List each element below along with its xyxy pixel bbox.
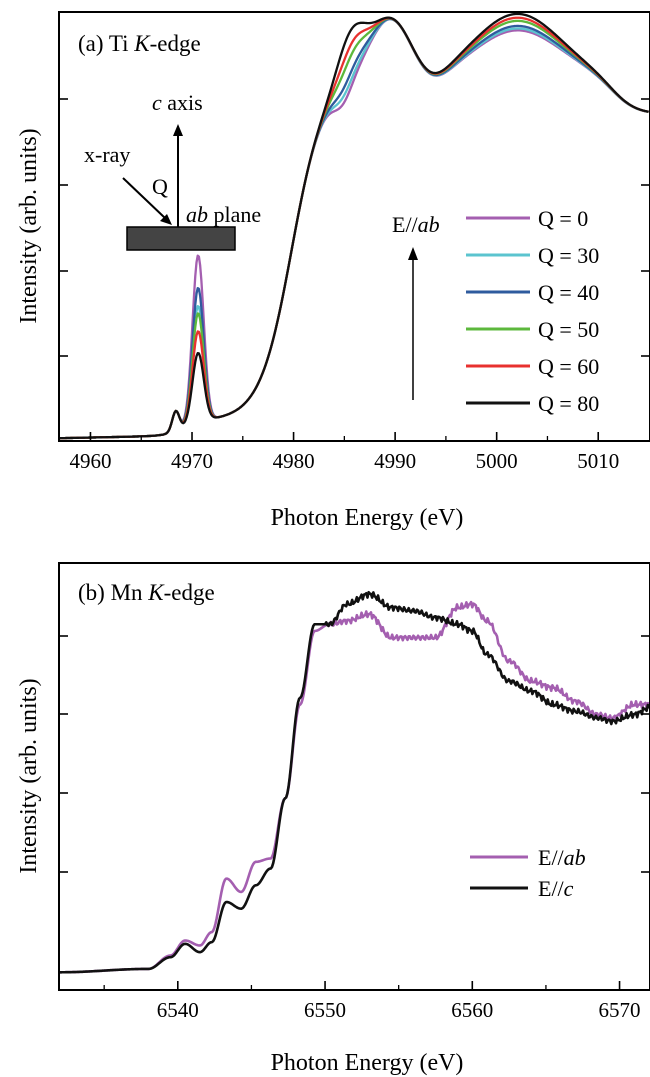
series-line-q5 xyxy=(59,12,649,440)
x-tick-label: 5010 xyxy=(577,449,619,473)
xray-arrowhead-icon xyxy=(160,214,172,225)
legend-label: Q = 40 xyxy=(538,280,599,305)
panel-a-legend: Q = 0 Q = 30 Q = 40 Q = 50 Q = 60 Q = 80 xyxy=(466,206,599,416)
panel-a: 4960 4970 4980 4990 5000 5010 (a) Ti K-edge c… xyxy=(16,11,650,531)
x-tick-label: 6560 xyxy=(451,998,493,1022)
panel-a-xlabel: Photon Energy (eV) xyxy=(271,505,464,531)
x-tick-label: 4990 xyxy=(374,449,416,473)
x-tick-label: 6540 xyxy=(157,998,199,1022)
legend-label: E//ab xyxy=(538,845,586,870)
legend-label: Q = 30 xyxy=(538,243,599,268)
panel-b: 6540 6550 6560 6570 (b) Mn K-edge E//ab E//c… xyxy=(16,562,650,1076)
x-tick-label: 4980 xyxy=(273,449,315,473)
panel-b-ylabel: Intensity (arb. units) xyxy=(16,678,42,873)
legend-label: E//c xyxy=(538,876,574,901)
panel-a-frame xyxy=(58,11,650,442)
panel-b-legend: E//ab E//c xyxy=(470,845,586,901)
c-axis-label: c axis xyxy=(152,90,203,115)
x-tick-label: 6550 xyxy=(304,998,346,1022)
panel-b-xlabel: Photon Energy (eV) xyxy=(271,1050,464,1076)
panel-b-title: (b) Mn K-edge xyxy=(78,580,215,605)
panel-b-ticks: 6540 6550 6560 6570 xyxy=(59,635,650,1022)
panel-a-title: (a) Ti K-edge xyxy=(78,31,201,56)
panel-a-series-group xyxy=(59,12,649,440)
legend-label: Q = 0 xyxy=(538,206,588,231)
panel-b-frame xyxy=(58,562,650,991)
c-axis-arrowhead-icon xyxy=(173,124,183,136)
sample-slab xyxy=(126,226,236,251)
x-tick-label: 4970 xyxy=(171,449,213,473)
geometry-inset: c axis x-ray Q ab plane xyxy=(84,90,261,251)
legend-label: Q = 80 xyxy=(538,391,599,416)
legend-label: Q = 60 xyxy=(538,354,599,379)
xray-arrow xyxy=(122,177,166,219)
panel-a-ticks: 4960 4970 4980 4990 5000 5010 xyxy=(59,98,650,473)
ab-plane-label: ab plane xyxy=(186,202,261,227)
x-tick-label: 5000 xyxy=(476,449,518,473)
x-tick-label: 6570 xyxy=(599,998,641,1022)
xray-label: x-ray xyxy=(84,142,130,167)
panel-a-ylabel: Intensity (arb. units) xyxy=(16,128,42,323)
legend-label: Q = 50 xyxy=(538,317,599,342)
polarization-arrowhead-icon xyxy=(408,247,418,260)
series-line-e-ab xyxy=(59,600,650,974)
polarization-label: E//ab xyxy=(392,212,440,237)
panel-b-series-group xyxy=(59,590,650,974)
x-tick-label: 4960 xyxy=(69,449,111,473)
q-angle-label: Q xyxy=(152,174,168,199)
series-line-e-c xyxy=(59,590,650,974)
